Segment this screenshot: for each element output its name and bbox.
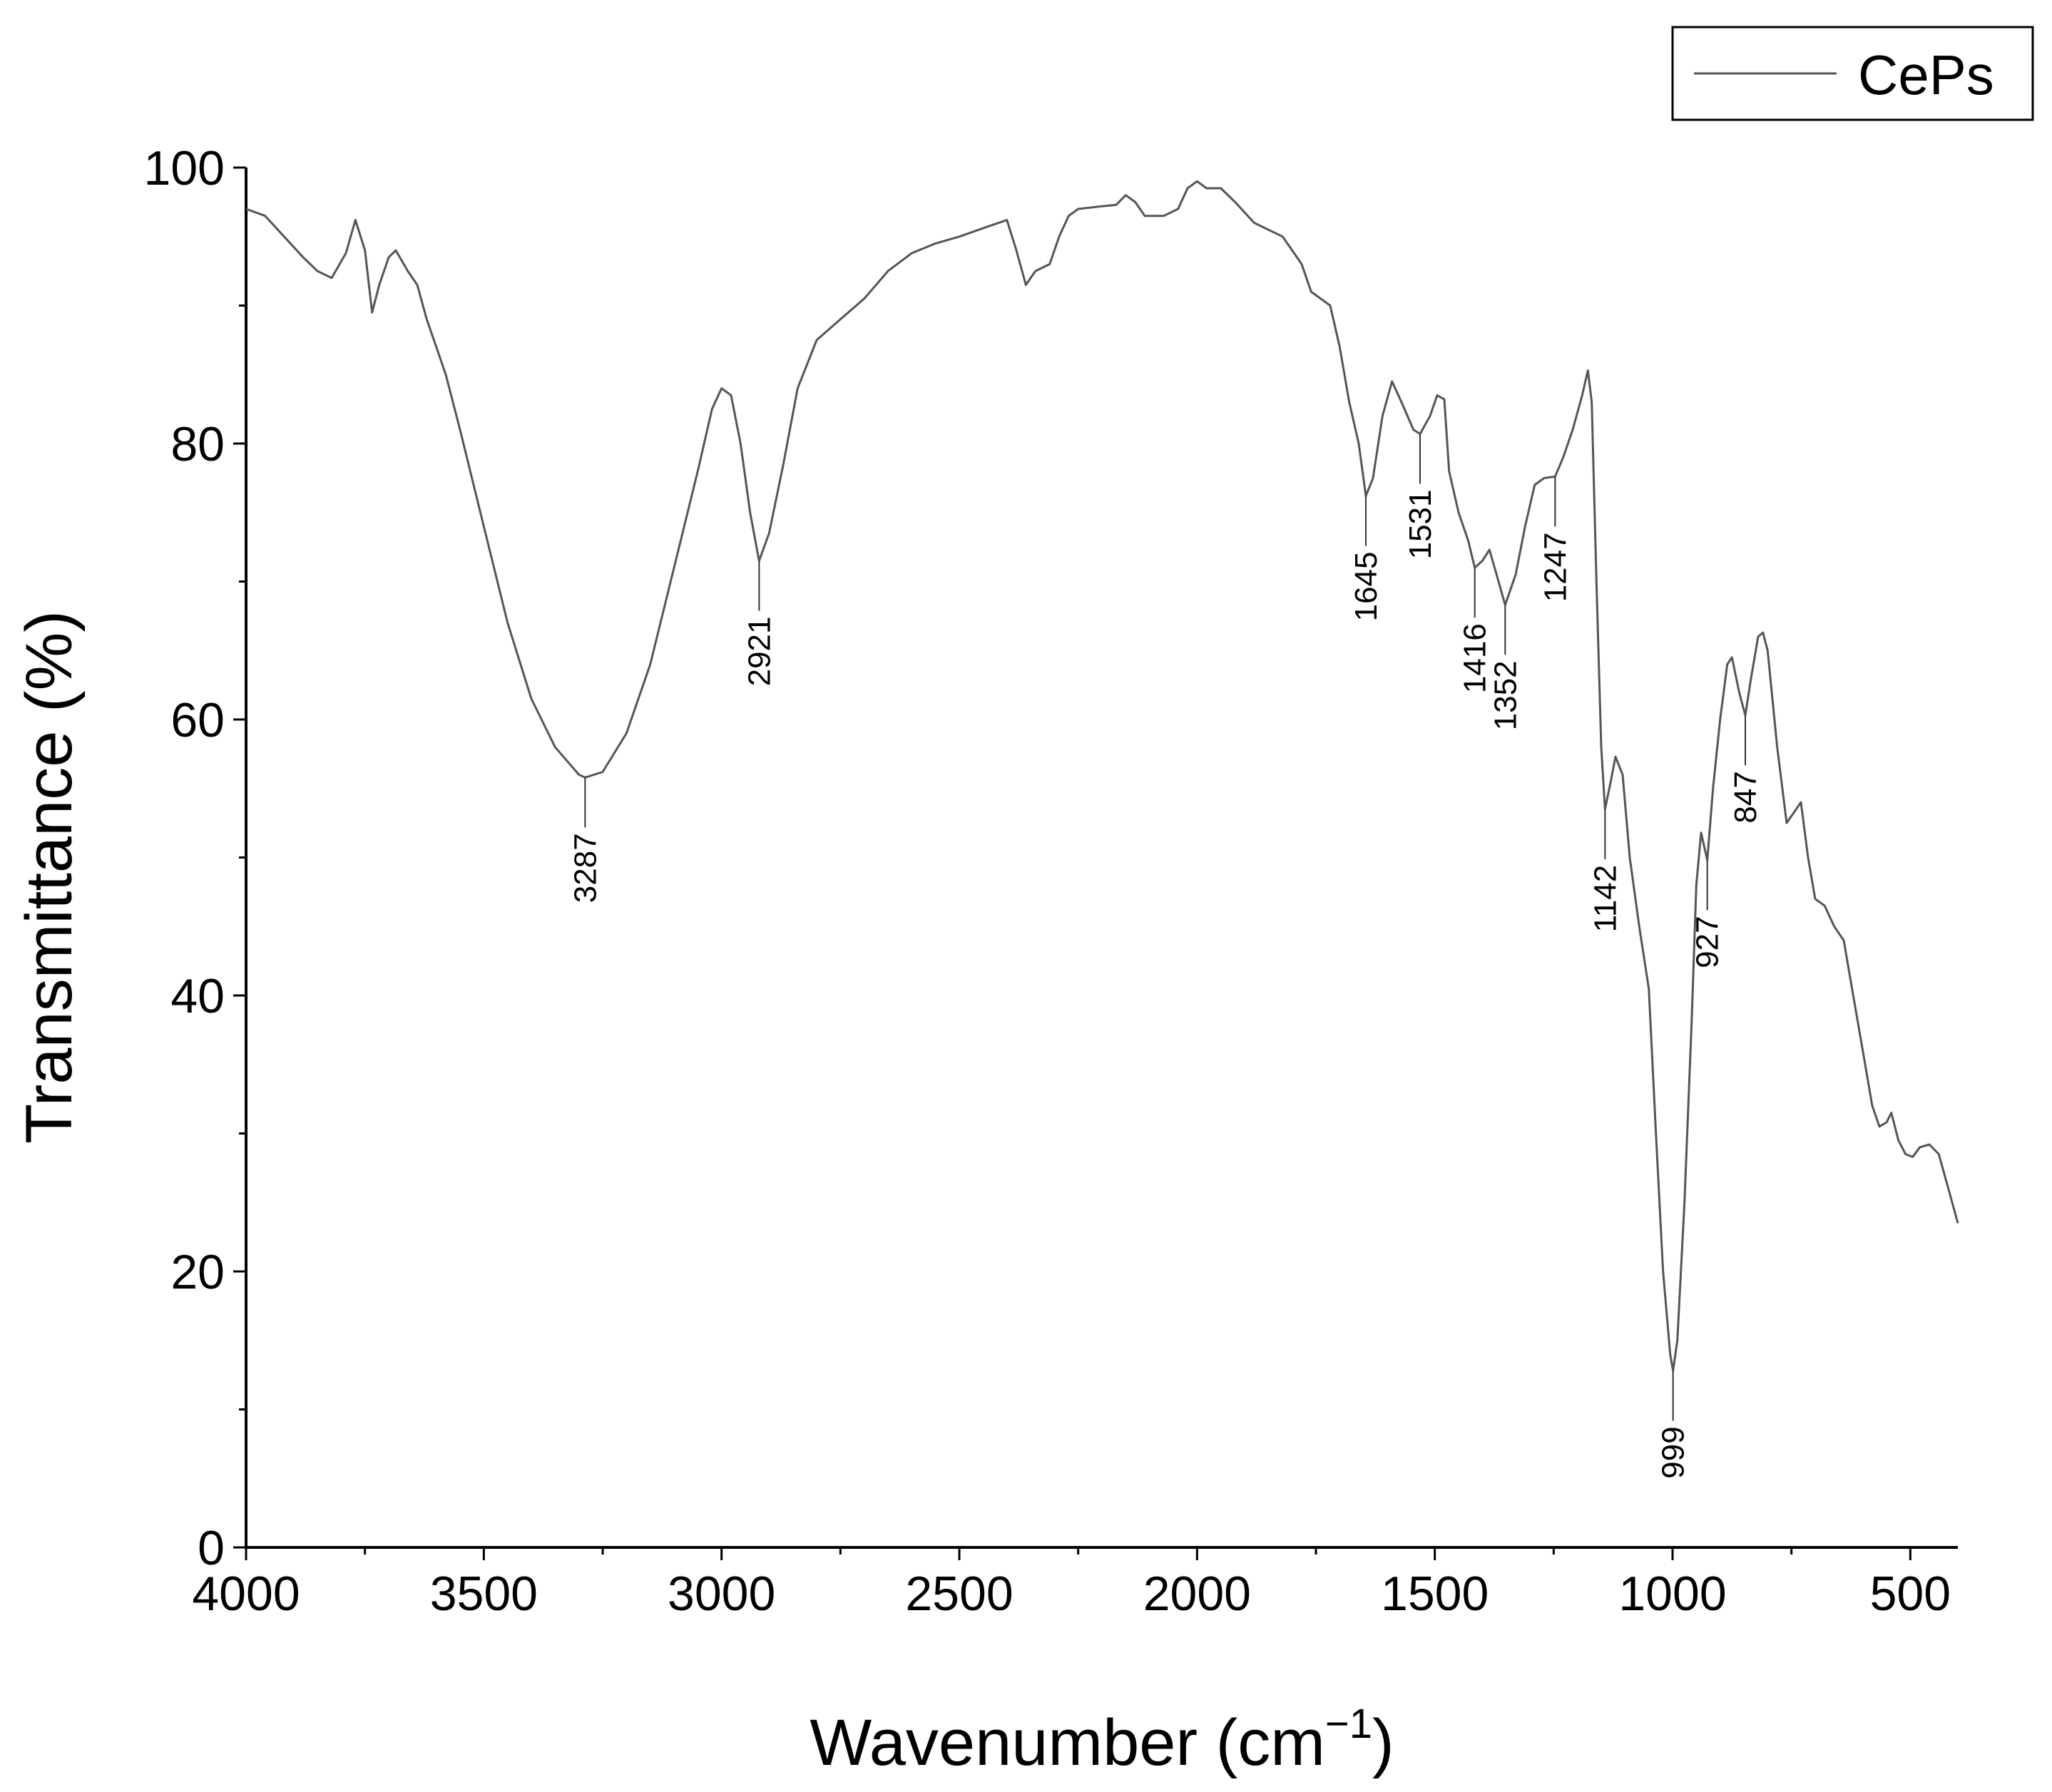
x-ticks: 4000 3500 3000 2500 2000 1500 1000 500 — [192, 1547, 1951, 1621]
peak-label: 1416 — [1458, 623, 1493, 693]
y-tick-label: 60 — [170, 693, 225, 747]
x-axis-title-main: Wavenumber (cm — [810, 1706, 1325, 1779]
y-tick-label: 40 — [170, 969, 225, 1023]
x-tick-label: 4000 — [192, 1567, 300, 1621]
plot-area: 0 20 40 60 80 100 4000 3500 3000 2500 2000 1500 100… — [144, 141, 1959, 1621]
peak-label: 847 — [1728, 771, 1763, 823]
x-axis-title-superscript: −1 — [1325, 1701, 1372, 1747]
legend-label: CePs — [1858, 43, 1994, 106]
peak-label: 927 — [1690, 916, 1725, 968]
x-tick-label: 1500 — [1381, 1567, 1489, 1621]
peak-label: 2921 — [742, 617, 777, 687]
x-tick-label: 1000 — [1618, 1567, 1726, 1621]
peak-label: 1531 — [1403, 490, 1438, 560]
y-tick-label: 100 — [144, 141, 225, 195]
x-tick-label: 3000 — [668, 1567, 775, 1621]
peak-label: 1142 — [1588, 865, 1623, 933]
peak-label: 1247 — [1538, 532, 1573, 602]
y-ticks: 0 20 40 60 80 100 — [144, 141, 246, 1575]
legend: CePs — [1671, 26, 2034, 121]
series-line-ceps — [245, 180, 1959, 1372]
y-tick-label: 0 — [198, 1521, 225, 1575]
x-tick-label: 500 — [1870, 1567, 1951, 1621]
x-tick-label: 3500 — [430, 1567, 538, 1621]
y-tick-label: 20 — [170, 1245, 225, 1299]
x-tick-label: 2500 — [905, 1567, 1013, 1621]
x-tick-label: 2000 — [1143, 1567, 1251, 1621]
peak-label: 3287 — [568, 833, 603, 903]
x-axis-title-suffix: ) — [1372, 1706, 1394, 1779]
y-tick-label: 80 — [170, 417, 225, 471]
peak-label: 999 — [1656, 1426, 1691, 1478]
peak-label: 1645 — [1349, 552, 1384, 622]
y-axis-title: Transmittance (%) — [13, 610, 86, 1144]
x-axis-title: Wavenumber (cm−1) — [810, 1701, 1394, 1779]
peak-label: 1352 — [1488, 660, 1523, 730]
